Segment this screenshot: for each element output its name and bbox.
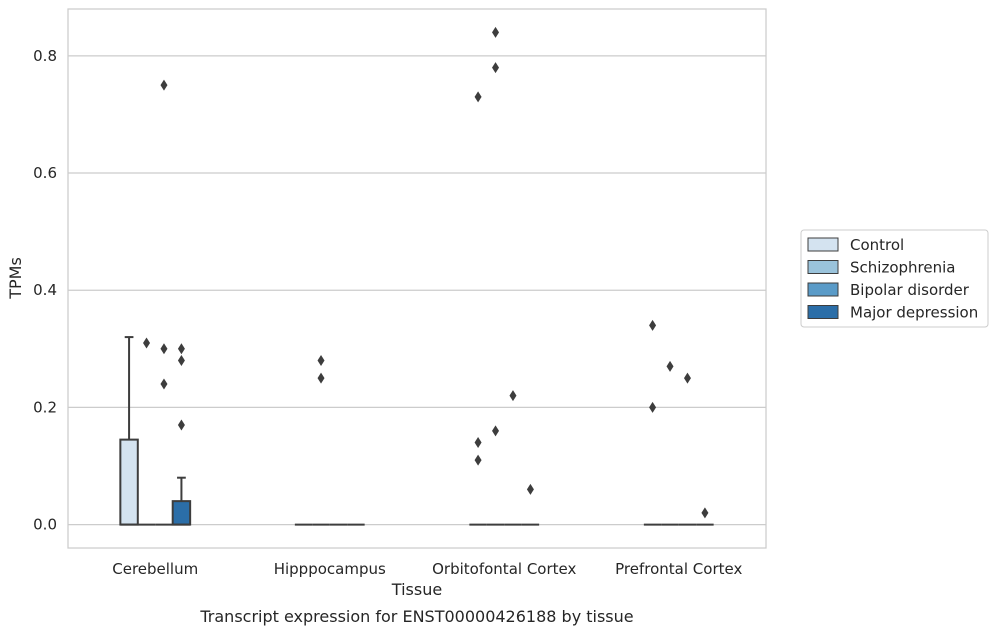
legend-swatch — [807, 260, 839, 274]
legend-frame — [800, 229, 989, 328]
y-axis-label: TPMs — [6, 257, 25, 300]
outlier-point — [649, 401, 657, 413]
outlier-point — [317, 355, 325, 367]
legend-swatch — [807, 282, 839, 297]
outlier-point — [474, 454, 482, 466]
outlier-point — [474, 91, 482, 103]
outlier-point — [492, 62, 500, 74]
legend-label: Bipolar disorder — [850, 281, 970, 299]
y-tick-label: 0.8 — [33, 47, 57, 65]
outlier-point — [317, 372, 325, 384]
outlier-point — [649, 319, 657, 331]
legend-swatch — [807, 305, 839, 319]
legend-swatch — [807, 237, 839, 252]
outlier-point — [160, 343, 168, 355]
box-body — [171, 500, 192, 526]
outlier-point — [666, 360, 674, 372]
outlier-point — [143, 337, 151, 349]
outlier-point — [160, 79, 168, 91]
box-0-0 — [119, 336, 139, 526]
box-0-3 — [171, 476, 192, 526]
y-tick-label: 0.4 — [33, 281, 57, 299]
outlier-point — [474, 437, 482, 449]
box-series — [119, 336, 714, 526]
outlier-point — [683, 372, 691, 384]
legend-label: Control — [850, 236, 904, 254]
x-tick-label: Cerebellum — [112, 560, 198, 578]
outlier-point — [177, 419, 185, 431]
y-tick-label: 0.0 — [33, 516, 57, 534]
x-tick-label: Orbitofontal Cortex — [432, 560, 576, 578]
x-tick-label: Prefrontal Cortex — [615, 560, 742, 578]
outlier-point — [701, 507, 709, 519]
x-tick-label: Hipppocampus — [274, 560, 386, 578]
x-axis-label: Tissue — [391, 580, 442, 599]
outlier-point — [526, 483, 534, 495]
y-tick-label: 0.6 — [33, 164, 57, 182]
outlier-point — [177, 343, 185, 355]
outlier-point — [177, 355, 185, 367]
outlier-point — [509, 390, 517, 402]
outlier-points — [143, 26, 709, 519]
outlier-point — [492, 26, 500, 38]
box-body — [119, 438, 139, 526]
outlier-point — [160, 378, 168, 390]
x-axis-ticks: Cerebellum Hipppocampus Orbitofontal Corte… — [112, 560, 742, 578]
legend-label: Schizophrenia — [850, 259, 955, 277]
chart-caption: Transcript expression for ENST0000042618… — [199, 607, 633, 626]
y-axis-ticks: 0.0 0.2 0.4 0.6 0.8 — [33, 47, 57, 534]
legend-label: Major depression — [850, 304, 978, 322]
plot-frame — [67, 8, 767, 549]
legend: Control Schizophrenia Bipolar disorder Majo… — [800, 229, 989, 328]
outlier-point — [492, 425, 500, 437]
y-tick-label: 0.2 — [33, 398, 57, 416]
